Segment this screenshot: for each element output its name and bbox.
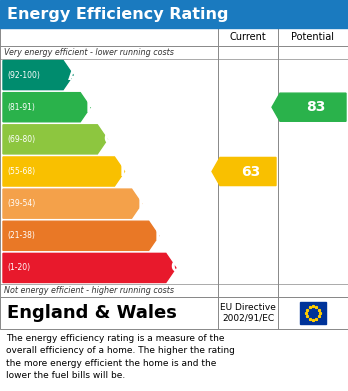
- Text: 83: 83: [306, 100, 326, 114]
- Text: G: G: [171, 260, 183, 275]
- Polygon shape: [3, 125, 108, 154]
- Text: D: D: [119, 164, 132, 179]
- Text: Very energy efficient - lower running costs: Very energy efficient - lower running co…: [4, 48, 174, 57]
- Bar: [300, 302, 326, 324]
- Text: E: E: [137, 196, 148, 211]
- Polygon shape: [3, 253, 176, 283]
- Text: C: C: [103, 132, 114, 147]
- Polygon shape: [3, 61, 73, 90]
- Polygon shape: [272, 93, 346, 121]
- Polygon shape: [3, 189, 142, 218]
- Text: (1-20): (1-20): [7, 264, 30, 273]
- Text: Not energy efficient - higher running costs: Not energy efficient - higher running co…: [4, 286, 174, 295]
- Text: Energy Efficiency Rating: Energy Efficiency Rating: [7, 7, 229, 22]
- Bar: [0, 28, 348, 297]
- Text: (55-68): (55-68): [7, 167, 35, 176]
- Text: (92-100): (92-100): [7, 70, 40, 80]
- Polygon shape: [3, 157, 125, 186]
- Text: (39-54): (39-54): [7, 199, 35, 208]
- Text: (81-91): (81-91): [7, 103, 35, 112]
- Polygon shape: [212, 158, 276, 186]
- Text: B: B: [86, 100, 97, 115]
- Text: A: A: [68, 68, 80, 83]
- Text: The energy efficiency rating is a measure of the
overall efficiency of a home. T: The energy efficiency rating is a measur…: [6, 334, 235, 380]
- Text: F: F: [155, 228, 165, 243]
- Bar: [0, 297, 348, 329]
- Text: EU Directive
2002/91/EC: EU Directive 2002/91/EC: [220, 303, 276, 323]
- Polygon shape: [3, 93, 90, 122]
- Bar: [0, 0, 348, 28]
- Text: 63: 63: [242, 165, 261, 179]
- Polygon shape: [3, 221, 159, 250]
- Text: Potential: Potential: [292, 32, 334, 42]
- Text: (69-80): (69-80): [7, 135, 35, 144]
- Text: England & Wales: England & Wales: [7, 304, 177, 322]
- Text: (21-38): (21-38): [7, 231, 35, 240]
- Text: Current: Current: [230, 32, 266, 42]
